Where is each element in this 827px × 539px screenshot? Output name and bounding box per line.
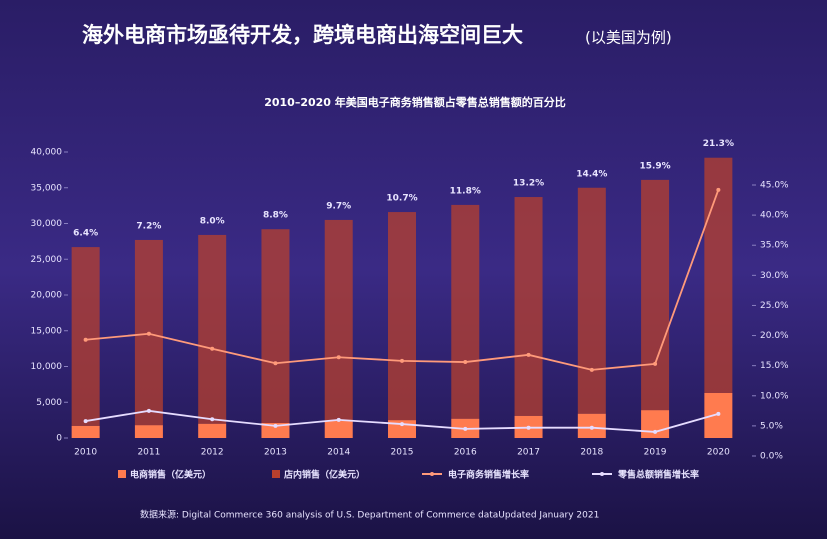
legend-label: 电子商务销售增长率 xyxy=(448,469,529,481)
title: 海外电商市场亟待开发，跨境电商出海空间巨大 xyxy=(82,23,523,47)
store-bar xyxy=(198,234,227,424)
y2-tick-label: 15.0% xyxy=(760,361,789,371)
y-tick-label: 40,000 xyxy=(31,148,63,158)
share-label: 9.7% xyxy=(326,201,351,211)
y2-tick-label: 0.0% xyxy=(760,452,783,462)
share-label: 10.7% xyxy=(386,194,417,204)
store-bar xyxy=(71,247,100,426)
y-tick-label: 15,000 xyxy=(31,326,63,336)
y-tick-label: 5,000 xyxy=(36,398,62,408)
store-bar xyxy=(577,187,606,414)
x-tick-label: 2014 xyxy=(327,448,350,458)
share-label: 6.4% xyxy=(73,229,98,239)
x-tick-label: 2018 xyxy=(580,448,603,458)
growth-point xyxy=(589,367,594,372)
growth-point xyxy=(589,425,594,430)
growth-point xyxy=(146,408,151,413)
growth-point xyxy=(463,360,468,365)
x-tick-label: 2010 xyxy=(74,448,97,458)
growth-point xyxy=(146,331,151,336)
title-note: (以美国为例) xyxy=(585,29,672,47)
growth-point xyxy=(400,358,404,363)
growth-point xyxy=(653,429,658,434)
y2-tick-label: 35.0% xyxy=(760,241,789,251)
ecommerce-bar xyxy=(198,423,227,438)
growth-point xyxy=(400,422,404,427)
growth-point xyxy=(83,337,88,342)
x-tick-label: 2017 xyxy=(517,448,540,458)
y2-tick-label: 25.0% xyxy=(760,301,789,311)
x-tick-label: 2013 xyxy=(264,448,287,458)
y2-tick-label: 45.0% xyxy=(760,181,789,191)
growth-point xyxy=(210,417,215,422)
growth-point xyxy=(526,352,531,357)
y-tick-label: 20,000 xyxy=(31,291,63,301)
growth-point xyxy=(716,187,721,192)
growth-point xyxy=(463,426,468,431)
growth-point xyxy=(653,361,658,366)
store-bar xyxy=(388,212,416,421)
legend-dot xyxy=(600,472,604,476)
share-label: 11.8% xyxy=(450,186,481,196)
growth-point xyxy=(210,346,215,351)
y-tick-label: 10,000 xyxy=(31,362,63,372)
share-label: 8.0% xyxy=(200,216,225,226)
share-label: 15.9% xyxy=(639,161,670,171)
y-tick-label: 30,000 xyxy=(31,219,63,229)
legend-swatch xyxy=(118,470,126,478)
store-bar xyxy=(641,179,670,411)
store-bar xyxy=(261,229,290,423)
ecommerce-bar xyxy=(261,422,290,438)
growth-point xyxy=(83,419,88,424)
y-tick-label: 35,000 xyxy=(31,183,63,193)
ecommerce-bar xyxy=(71,425,100,438)
ecommerce-bar xyxy=(324,420,353,438)
x-tick-label: 2011 xyxy=(137,448,160,458)
y2-tick-label: 30.0% xyxy=(760,271,789,281)
x-tick-label: 2019 xyxy=(644,448,667,458)
y2-tick-label: 10.0% xyxy=(760,391,789,401)
x-tick-label: 2012 xyxy=(201,448,224,458)
y2-tick-label: 5.0% xyxy=(760,421,783,431)
y-tick-label: 0 xyxy=(56,434,62,444)
share-label: 14.4% xyxy=(576,169,607,179)
legend-dot xyxy=(430,472,434,476)
share-label: 7.2% xyxy=(136,221,161,231)
x-tick-label: 2020 xyxy=(707,448,730,458)
share-label: 8.8% xyxy=(263,211,288,221)
y2-tick-label: 40.0% xyxy=(760,211,789,221)
y2-tick-label: 20.0% xyxy=(760,331,789,341)
share-label: 13.2% xyxy=(513,179,544,189)
store-bar xyxy=(451,204,480,419)
y-tick-label: 25,000 xyxy=(31,255,63,265)
legend-label: 零售总额销售增长率 xyxy=(617,469,699,481)
store-bar xyxy=(324,219,353,421)
growth-point xyxy=(526,425,531,430)
growth-point xyxy=(273,423,278,428)
subtitle: 2010–2020 年美国电子商务销售额占零售总销售额的百分比 xyxy=(264,95,566,109)
legend-swatch xyxy=(272,470,280,478)
legend-label: 电商销售（亿美元） xyxy=(130,469,211,481)
store-bar xyxy=(704,157,733,393)
x-tick-label: 2015 xyxy=(391,448,414,458)
source: 数据来源: Digital Commerce 360 analysis of U… xyxy=(140,509,599,521)
x-tick-label: 2016 xyxy=(454,448,477,458)
growth-point xyxy=(716,411,721,416)
share-label: 21.3% xyxy=(703,139,734,149)
ecommerce-bar xyxy=(134,425,163,438)
growth-point xyxy=(336,417,341,422)
legend-label: 店内销售（亿美元） xyxy=(284,469,365,481)
store-bar xyxy=(514,197,543,416)
growth-point xyxy=(273,361,278,366)
growth-point xyxy=(336,355,341,360)
